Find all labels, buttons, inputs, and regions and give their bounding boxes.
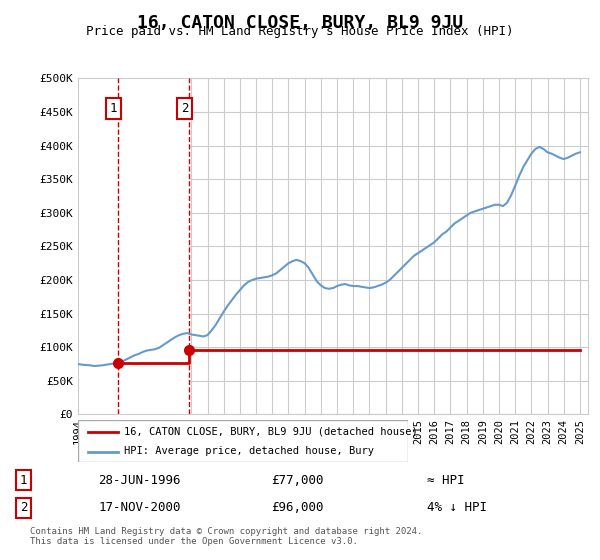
Text: HPI: Average price, detached house, Bury: HPI: Average price, detached house, Bury — [124, 446, 374, 456]
Text: 16, CATON CLOSE, BURY, BL9 9JU (detached house): 16, CATON CLOSE, BURY, BL9 9JU (detached… — [124, 427, 418, 437]
Text: 16, CATON CLOSE, BURY, BL9 9JU: 16, CATON CLOSE, BURY, BL9 9JU — [137, 14, 463, 32]
Text: 1: 1 — [110, 102, 117, 115]
Bar — [118, 78, 190, 414]
Text: 2: 2 — [181, 102, 188, 115]
Text: £96,000: £96,000 — [271, 501, 324, 515]
Text: 4% ↓ HPI: 4% ↓ HPI — [427, 501, 487, 515]
Text: £77,000: £77,000 — [271, 474, 324, 487]
Text: 28-JUN-1996: 28-JUN-1996 — [98, 474, 181, 487]
Text: ≈ HPI: ≈ HPI — [427, 474, 464, 487]
Text: 1: 1 — [20, 474, 27, 487]
Text: Price paid vs. HM Land Registry's House Price Index (HPI): Price paid vs. HM Land Registry's House … — [86, 25, 514, 38]
FancyBboxPatch shape — [78, 420, 408, 462]
Text: 2: 2 — [20, 501, 27, 515]
Text: Contains HM Land Registry data © Crown copyright and database right 2024.
This d: Contains HM Land Registry data © Crown c… — [30, 526, 422, 546]
Text: 17-NOV-2000: 17-NOV-2000 — [98, 501, 181, 515]
Bar — [78, 78, 118, 414]
